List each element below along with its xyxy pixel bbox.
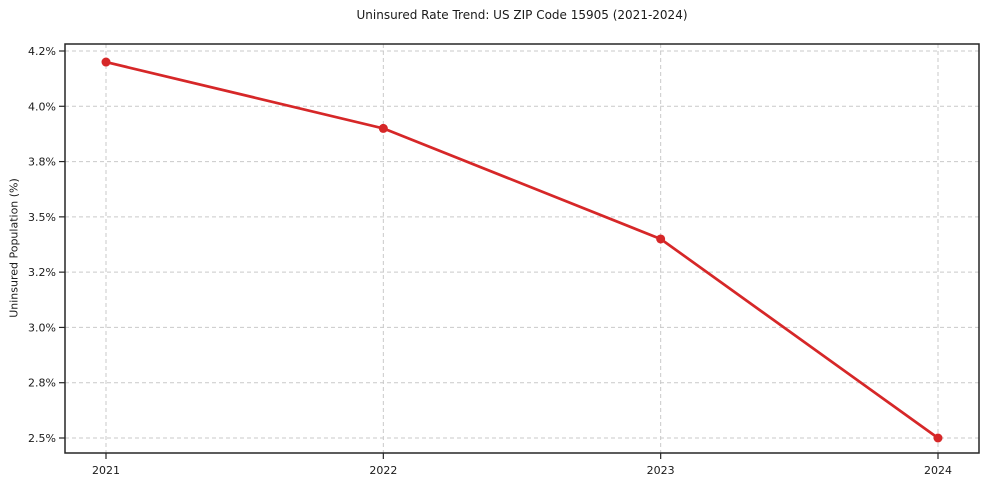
y-tick-label: 3.8% [28, 156, 56, 169]
y-tick-label: 3.2% [28, 266, 56, 279]
x-tick-label: 2022 [369, 464, 397, 477]
trend-line [104, 60, 940, 440]
plot-border [64, 43, 980, 454]
y-tick-label: 2.8% [28, 377, 56, 390]
data-point-marker [656, 234, 666, 244]
data-point-marker [378, 123, 388, 133]
x-tick-label: 2024 [924, 464, 952, 477]
chart-title: Uninsured Rate Trend: US ZIP Code 15905 … [356, 8, 688, 22]
data-point-marker [101, 57, 111, 67]
y-tick-label: 3.0% [28, 321, 56, 334]
data-point-marker [933, 433, 943, 443]
y-tick-label: 4.2% [28, 45, 56, 58]
y-tick-label: 3.5% [28, 211, 56, 224]
x-tick-label: 2021 [92, 464, 120, 477]
y-tick-label: 4.0% [28, 100, 56, 113]
y-tick-label: 2.5% [28, 432, 56, 445]
x-tick-label: 2023 [647, 464, 675, 477]
